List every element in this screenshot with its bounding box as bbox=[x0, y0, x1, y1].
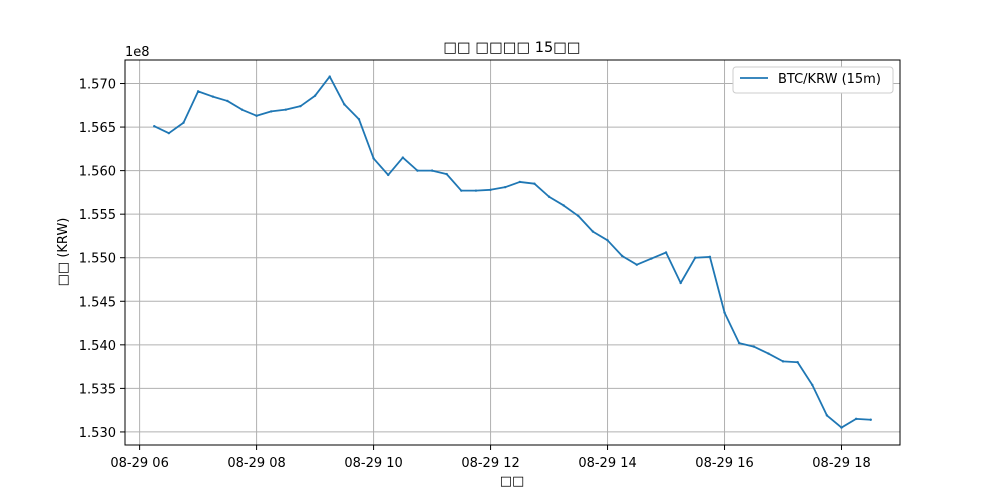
data-point bbox=[460, 189, 463, 192]
x-tick-label: 08-29 06 bbox=[110, 456, 168, 471]
series-layer bbox=[153, 75, 872, 429]
axis-ticks: 08-29 06 08-29 08 08-29 10 08-29 12 08-29 14… bbox=[79, 78, 871, 471]
data-point bbox=[752, 345, 755, 348]
data-point bbox=[372, 157, 375, 160]
y-tick-label: 1.565 bbox=[79, 121, 116, 136]
data-point bbox=[767, 352, 770, 355]
data-point bbox=[167, 131, 171, 135]
y-tick-label: 1.540 bbox=[79, 339, 116, 354]
data-point bbox=[694, 256, 697, 259]
y-tick-label: 1.535 bbox=[79, 382, 116, 397]
x-tick-label: 08-29 14 bbox=[578, 456, 636, 471]
y-tick-label: 1.555 bbox=[79, 208, 116, 223]
data-point bbox=[781, 360, 785, 363]
data-point bbox=[664, 251, 668, 254]
data-point bbox=[313, 94, 317, 97]
y-tick-label: 1.560 bbox=[79, 165, 116, 180]
data-point bbox=[591, 230, 595, 233]
x-tick-label: 08-29 08 bbox=[227, 456, 285, 471]
data-point bbox=[708, 255, 712, 259]
data-point bbox=[182, 121, 185, 124]
data-point bbox=[620, 254, 624, 258]
data-point bbox=[869, 418, 872, 421]
y-tick-label: 1.530 bbox=[79, 426, 116, 441]
y-tick-label: 1.550 bbox=[79, 252, 116, 267]
data-point bbox=[445, 172, 448, 176]
data-point bbox=[196, 90, 200, 93]
data-point bbox=[723, 311, 726, 314]
data-point bbox=[416, 169, 419, 172]
data-point bbox=[533, 182, 536, 185]
data-point bbox=[255, 114, 258, 117]
data-point bbox=[328, 75, 331, 78]
legend-box bbox=[732, 66, 894, 94]
chart-title: □□ □□□□ 15□□ bbox=[443, 40, 580, 56]
grid bbox=[125, 60, 900, 445]
data-point bbox=[357, 118, 361, 121]
y-tick-label: 1.545 bbox=[79, 295, 116, 310]
x-tick-label: 08-29 18 bbox=[812, 456, 870, 471]
data-point bbox=[270, 110, 273, 113]
data-point bbox=[503, 185, 507, 189]
data-point bbox=[650, 257, 653, 260]
x-axis-label: □□ bbox=[500, 474, 525, 489]
data-point bbox=[474, 189, 478, 192]
data-point bbox=[811, 383, 814, 387]
data-point bbox=[547, 195, 551, 198]
y-axis-offset-label: 1e8 bbox=[125, 45, 150, 60]
plot-frame bbox=[124, 59, 901, 446]
data-point bbox=[211, 95, 214, 98]
data-point bbox=[854, 417, 858, 421]
x-tick-label: 08-29 16 bbox=[695, 456, 753, 471]
data-point bbox=[153, 125, 156, 128]
data-point bbox=[387, 173, 390, 177]
data-point bbox=[401, 156, 405, 159]
data-point bbox=[299, 104, 302, 108]
data-point bbox=[679, 281, 682, 285]
data-point bbox=[518, 180, 522, 184]
data-point bbox=[430, 169, 434, 172]
data-point bbox=[343, 103, 346, 106]
data-point bbox=[606, 239, 609, 242]
data-point bbox=[635, 263, 638, 266]
data-point bbox=[796, 361, 799, 364]
data-point bbox=[562, 204, 565, 207]
data-point bbox=[825, 414, 829, 417]
x-tick-label: 08-29 12 bbox=[461, 456, 519, 471]
series-line bbox=[153, 75, 871, 429]
data-point bbox=[240, 108, 244, 111]
data-point bbox=[737, 341, 741, 345]
data-point bbox=[226, 99, 229, 103]
y-tick-label: 1.570 bbox=[79, 78, 116, 93]
data-point bbox=[489, 188, 492, 191]
legend: BTC/KRW (15m) bbox=[732, 66, 894, 94]
y-axis-label: □□ (KRW) bbox=[56, 218, 71, 287]
data-point bbox=[284, 108, 288, 111]
data-point bbox=[840, 426, 843, 429]
data-point bbox=[577, 214, 580, 218]
x-tick-label: 08-29 10 bbox=[344, 456, 402, 471]
legend-label: BTC/KRW (15m) bbox=[778, 72, 881, 87]
